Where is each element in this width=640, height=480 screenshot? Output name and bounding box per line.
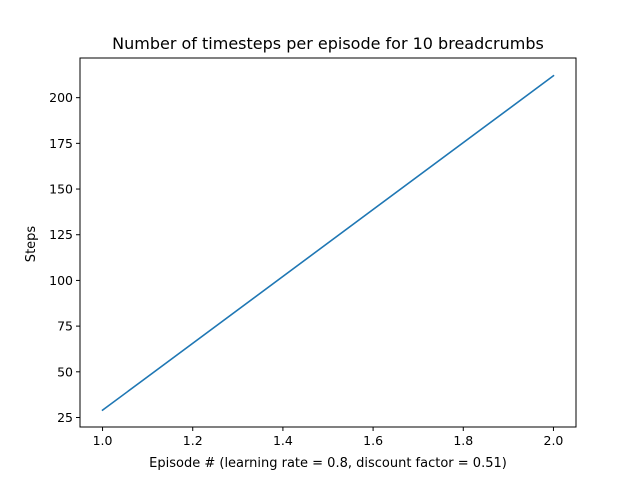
y-tick-label: 100 (49, 273, 73, 288)
series-line-0 (101, 74, 555, 412)
x-axis-label: Episode # (learning rate = 0.8, discount… (149, 456, 507, 471)
x-tick-label: 1.8 (453, 433, 473, 448)
plot-frame (79, 57, 577, 428)
x-tick-label: 1.4 (273, 433, 293, 448)
x-tick-label: 2.0 (544, 433, 564, 448)
y-tick-label: 25 (57, 410, 73, 425)
chart-title: Number of timesteps per episode for 10 b… (112, 34, 544, 53)
x-tick-label: 1.6 (363, 433, 383, 448)
y-axis-label: Steps (24, 226, 39, 263)
y-tick-label: 75 (57, 319, 73, 334)
y-tick-label: 175 (49, 136, 73, 151)
plot-area: 1.0 1.2 1.4 1.6 1.8 2.0 25 50 75 100 125 150 175 200 (49, 57, 577, 448)
y-tick-label: 200 (49, 90, 73, 105)
x-tick-label: 1.2 (183, 433, 203, 448)
y-tick-label: 150 (49, 182, 73, 197)
y-tick-label: 125 (49, 227, 73, 242)
x-tick-label: 1.0 (93, 433, 113, 448)
y-tick-label: 50 (57, 364, 73, 379)
